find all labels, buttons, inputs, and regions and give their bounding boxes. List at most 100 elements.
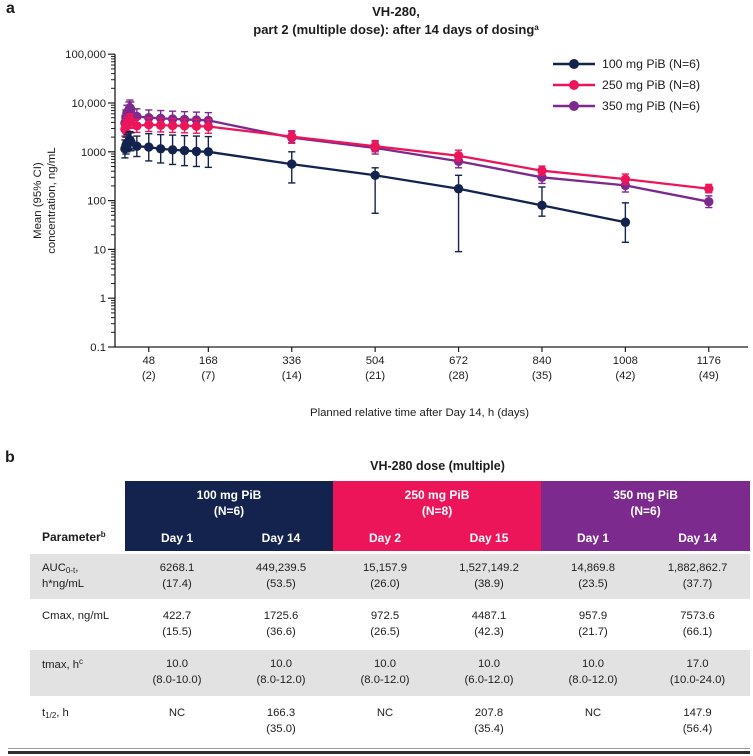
data-point (537, 165, 547, 176)
group-header-100-mg-pib: 100 mg PiB (N=6) (125, 481, 334, 527)
pk-cell: 10.0 (6.0-12.0) (437, 648, 542, 699)
series-100-mg-pib-n-6 (120, 130, 631, 253)
pk-cell: NC (584, 706, 602, 719)
pk-cell: 6268.1 (17.4) (125, 552, 229, 603)
pk-cell: 10.0 (8.0-12.0) (333, 648, 438, 699)
pk-cell: 14,869.8 (23.5) (541, 552, 646, 603)
pk-cell: 1,882,862.7 (37.7) (645, 552, 751, 603)
data-point (453, 151, 464, 161)
pk-cell: 166.3 (35.0) (266, 706, 296, 735)
pk-row-cmax: Cmax, ng/mL 422.7 (15.5) 1725.6 (36.6) 972.5(… (30, 600, 751, 651)
x-tick-hour-label: 504 (366, 355, 385, 367)
pk-cell: 972.5 (26.5) (333, 600, 438, 651)
y-tick-label: 10,000 (71, 98, 106, 110)
y-ticks: 100,000 10,000 1000 100 10 1 0.1 (65, 49, 115, 354)
param-label-thalf: t1/2, h (42, 706, 69, 720)
panel-a-label: a (6, 0, 15, 17)
data-point (155, 120, 166, 130)
legend-label: 350 mg PiB (N=6) (602, 99, 700, 113)
pk-cell: 207.8 (35.4) (474, 706, 504, 735)
pk-cell: 10.0 (8.0-12.0) (541, 648, 646, 699)
param-label-tmax: tmax, hc (30, 648, 125, 699)
day-header-250-mg-pib-day-2: Day 2 (333, 527, 438, 554)
pk-cell: 147.9 (56.4) (682, 706, 713, 735)
x-tick-day-label: (49) (699, 370, 719, 382)
x-tick-day-label: (2) (142, 370, 156, 382)
y-tick-label: 100 (87, 196, 106, 208)
data-point (287, 159, 297, 169)
x-tick-hour-label: 48 (142, 355, 155, 367)
day-header-250-mg-pib-day-15: Day 15 (437, 527, 542, 554)
y-tick-label: 1000 (81, 147, 106, 159)
legend-label: 250 mg PiB (N=8) (602, 78, 700, 92)
legend-marker (569, 80, 579, 90)
data-point (287, 131, 297, 142)
x-tick-hour-label: 1008 (613, 355, 638, 367)
y-axis-title-line1: Mean (95% CI) (32, 162, 44, 239)
y-tick-label: 100,000 (65, 49, 106, 61)
data-point (179, 145, 190, 156)
panel-b-label: b (5, 449, 15, 466)
param-header-spacer (30, 481, 125, 527)
chart-title-line2: part 2 (multiple dose): after 14 days of… (253, 21, 539, 37)
pk-row-auc: AUC0-t, h*ng/mL 6268.1 (17.4) 449,239.5 (53.5… (30, 552, 751, 603)
day-header-100-mg-pib-day-1: Day 1 (125, 527, 229, 554)
x-tick-day-label: (14) (282, 370, 302, 382)
x-tick-hour-label: 168 (199, 355, 218, 367)
data-point (132, 121, 142, 131)
data-point (370, 170, 380, 180)
table-title: VH-280 dose (multiple) (370, 459, 505, 473)
pk-cell: 422.7 (15.5) (125, 600, 229, 651)
chart-title-line1: VH-280, (372, 4, 420, 19)
data-point (167, 145, 178, 155)
legend-item-250-mg-pib-n-8: 250 mg PiB (N=8) (553, 78, 700, 92)
pk-cell: 449,239.5 (53.5) (229, 552, 334, 603)
pk-cell: 4487.1 (42.3) (437, 600, 542, 651)
table-bottom-rule (8, 748, 750, 754)
data-point (167, 120, 178, 131)
pk-cell: 957.9 (21.7) (541, 600, 646, 651)
y-tick-label: 0.1 (90, 342, 106, 354)
data-point (203, 147, 214, 157)
data-point (620, 174, 631, 184)
data-point (704, 184, 714, 194)
x-tick-hour-label: 840 (533, 355, 552, 367)
x-tick-day-label: (21) (365, 370, 385, 382)
x-tick-day-label: (7) (201, 370, 215, 382)
pk-cell: 1,527,149.2 (38.9) (437, 552, 542, 603)
x-axis-title: Planned relative time after Day 14, h (d… (310, 407, 529, 419)
data-point (537, 200, 547, 211)
parameter-header: Parameterb (30, 527, 125, 554)
data-point (144, 119, 154, 130)
pk-cell: 10.0 (8.0-10.0) (125, 648, 229, 699)
pk-cell: NC (376, 706, 394, 719)
x-tick-hour-label: 672 (449, 355, 468, 367)
legend-marker (569, 101, 579, 111)
day-header-350-mg-pib-day-14: Day 14 (645, 527, 751, 554)
y-axis-title-line2: concentration, ng/mL (46, 147, 58, 253)
series-250-mg-pib-n-8 (120, 113, 714, 194)
pk-cell: 7573.6 (66.1) (645, 600, 751, 651)
pk-cell: 15,157.9 (26.0) (333, 552, 438, 603)
data-point (132, 141, 142, 151)
legend-label: 100 mg PiB (N=6) (602, 57, 700, 71)
param-label-auc: AUC0-t, h*ng/mL (30, 552, 125, 603)
pk-cell: NC (168, 706, 186, 719)
pk-cell: 17.0 (10.0-24.0) (645, 648, 751, 699)
pk-row-tmax: tmax, hc 10.0 (8.0-10.0) 10.0 (8.0-12.0) 10.0… (30, 648, 751, 699)
data-point (144, 142, 154, 152)
day-header-row: Parameterb Day 1 Day 14 Day 2 Day 15 Day 1 Day… (30, 527, 751, 554)
data-point (203, 121, 214, 132)
legend-item-100-mg-pib-n-6: 100 mg PiB (N=6) (553, 57, 700, 71)
group-header-250-mg-pib: 250 mg PiB (N=8) (333, 481, 542, 527)
pk-table: 100 mg PiB (N=6) 250 mg PiB (N=8) 350 mg PiB… (30, 481, 751, 744)
data-point (191, 146, 202, 157)
pk-concentration-chart: 100,000 10,000 1000 100 10 1 0.1 48 (2) 168 (7) 336… (32, 49, 748, 419)
pk-cell: 1725.6 (36.6) (229, 600, 334, 651)
data-point (704, 196, 714, 207)
axes (114, 54, 748, 348)
pk-row-thalf: t1/2, h NC 166.3 (35.0) NC 207.8 (35.4) NC 147.9… (30, 697, 750, 744)
data-point (453, 184, 464, 194)
data-point (155, 144, 166, 154)
